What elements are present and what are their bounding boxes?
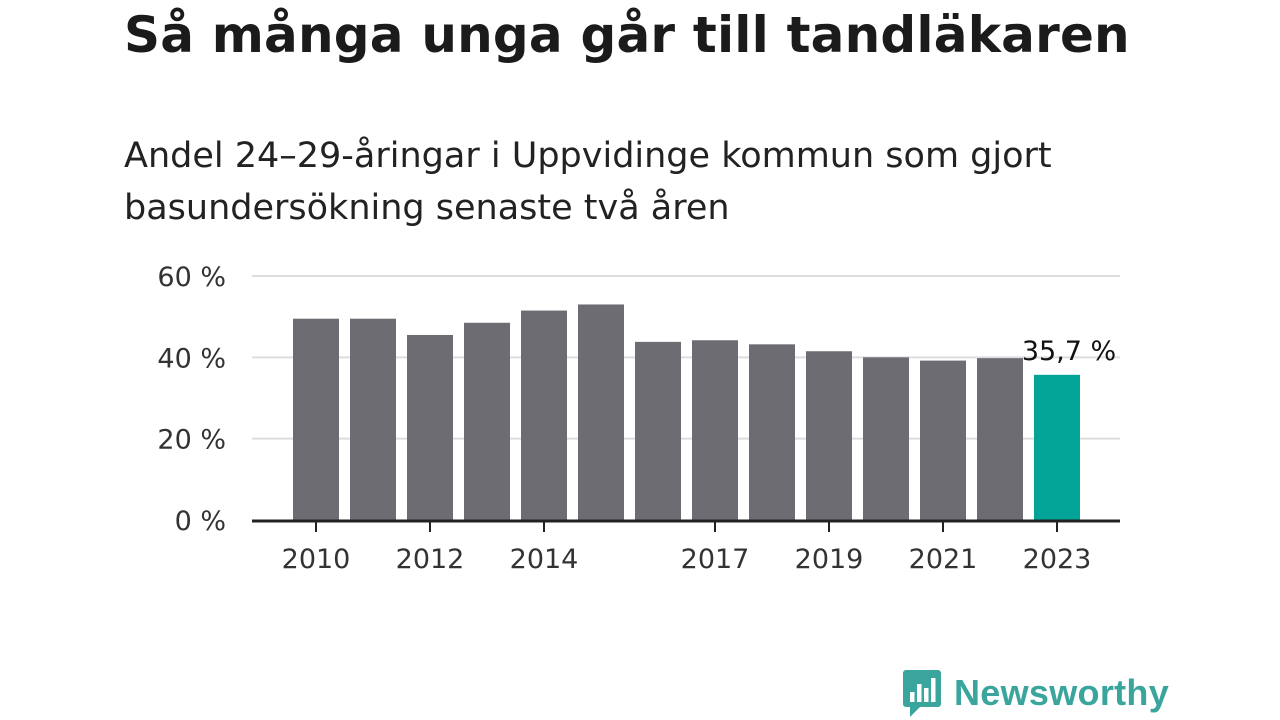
- bar: [806, 351, 852, 520]
- bar: [920, 360, 966, 520]
- x-tick-label: 2023: [1023, 544, 1092, 575]
- x-tick-label: 2017: [681, 544, 750, 575]
- y-tick-label: 60 %: [157, 262, 226, 293]
- y-tick-label: 0 %: [175, 506, 226, 537]
- bar: [293, 318, 339, 520]
- grid-layer: [252, 275, 1120, 440]
- bar: [749, 344, 795, 520]
- bar: [578, 304, 624, 520]
- chart-subtitle: Andel 24–29-åringar i Uppvidinge kommun …: [124, 136, 1052, 228]
- bar-chart-speech-bubble-icon: [903, 670, 941, 717]
- bar: [464, 322, 510, 520]
- bar: [977, 358, 1023, 520]
- axis-layer: [252, 519, 1120, 532]
- bar: [635, 341, 681, 520]
- bar-highlight: [1034, 374, 1080, 520]
- y-tick-label: 40 %: [157, 343, 226, 374]
- brand-name: Newsworthy: [954, 672, 1170, 713]
- bar: [350, 318, 396, 520]
- x-tick-label: 2019: [795, 544, 864, 575]
- x-tick-label: 2010: [282, 544, 351, 575]
- label-layer: 0 % 20 % 40 % 60 % 2010 2012 2014 2017 2019 2021 2…: [157, 262, 1116, 575]
- x-tick-label: 2014: [510, 544, 579, 575]
- x-tick-label: 2012: [396, 544, 465, 575]
- data-label: 35,7 %: [1022, 336, 1116, 367]
- bar: [692, 340, 738, 520]
- bar-chart: 0 % 20 % 40 % 60 % 2010 2012 2014 2017 2019 2021 2…: [157, 262, 1120, 575]
- bar-layer: [293, 304, 1080, 520]
- bar: [407, 334, 453, 520]
- chart-title: Så många unga går till tandläkaren: [124, 6, 1130, 64]
- newsworthy-logo: Newsworthy: [902, 668, 1169, 718]
- bar: [521, 310, 567, 520]
- y-tick-label: 20 %: [157, 425, 226, 456]
- bar: [863, 357, 909, 520]
- x-tick-label: 2021: [909, 544, 978, 575]
